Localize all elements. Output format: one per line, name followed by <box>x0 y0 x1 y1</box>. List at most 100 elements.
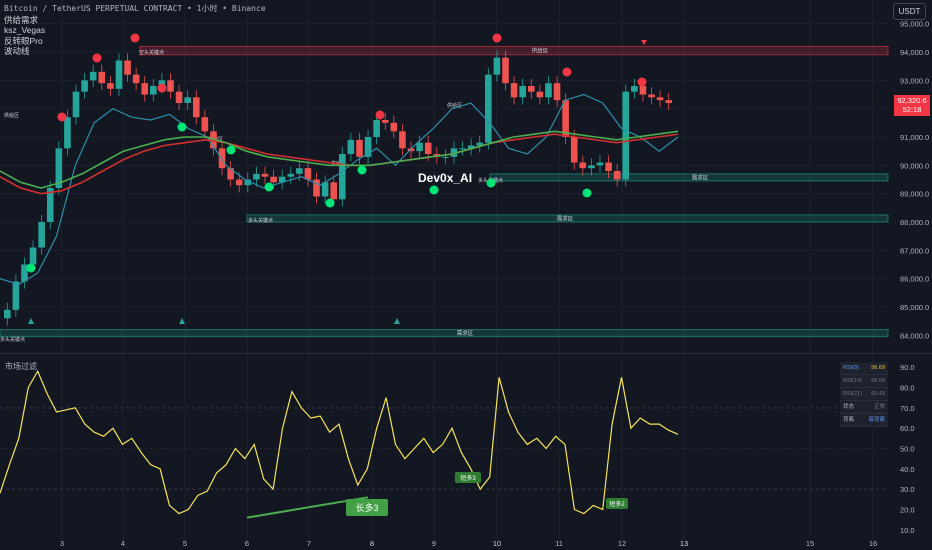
price-tick-label: 93,000.0 <box>900 76 929 85</box>
price-tick-label: 86,000.0 <box>900 275 929 284</box>
candle-body <box>192 97 200 118</box>
indicator-volatility-line[interactable]: 波动线 <box>4 46 30 56</box>
rsi-table-row: RSI(9) 56.69 <box>840 362 888 375</box>
sell-signal-dot <box>637 77 647 87</box>
rsi-table-value: 60.43 <box>871 391 885 397</box>
time-tick-label: 16 <box>869 539 877 548</box>
rsi-table-row: 背离 底背离 <box>840 414 888 427</box>
candle-body <box>12 281 20 310</box>
candle-body <box>46 188 54 222</box>
price-tick-label: 84,000.0 <box>900 331 929 340</box>
up-triangle <box>394 318 400 324</box>
candle-body <box>107 83 114 89</box>
candle-body <box>167 80 174 92</box>
buy-signal-dot <box>582 188 592 198</box>
zone-tag: 供给区 <box>447 102 462 109</box>
candle-body <box>81 80 88 92</box>
price-tick-label: 88,000.0 <box>900 218 929 227</box>
candle-body <box>55 148 63 188</box>
candle-body <box>38 222 45 248</box>
zone-tag: 空头关键点 <box>139 49 164 56</box>
rsi-line <box>0 369 679 515</box>
buy-signal-dot <box>26 263 36 273</box>
axis-bg <box>888 0 932 550</box>
candle-body <box>373 120 380 137</box>
down-triangle <box>641 40 647 45</box>
rsi-table-row: 状态 正常 <box>840 401 888 414</box>
symbol-title[interactable]: Bitcoin / TetherUS PERPETUAL CONTRACT • … <box>4 4 266 13</box>
currency-button[interactable]: USDT <box>893 3 926 20</box>
indicator-reversal-eye[interactable]: 反转眼Pro <box>4 36 43 46</box>
rsi-table-key: 状态 <box>843 404 855 410</box>
short-label: 短多3 <box>460 474 476 482</box>
rsi-table-value: 56.69 <box>871 365 885 371</box>
candle-body <box>218 148 226 169</box>
rsi-table-key: RSI(9) <box>843 365 859 371</box>
candle-body <box>287 173 295 177</box>
indicator-ksz-vegas[interactable]: ksz_Vegas <box>4 25 46 35</box>
candle-body <box>270 176 277 183</box>
rsi-tick-label: 60.0 <box>900 424 915 433</box>
time-tick-label: 12 <box>618 539 626 548</box>
candle-body <box>631 86 638 92</box>
candle-body <box>124 60 131 75</box>
candle-body <box>244 179 252 186</box>
candle-body <box>656 97 664 101</box>
zone-tag: 多头关键点 <box>248 217 273 224</box>
price-tick-label: 90,000.0 <box>900 161 929 170</box>
time-tick-label: 10 <box>493 539 501 548</box>
candle-body <box>115 60 123 89</box>
candle-body <box>579 162 587 169</box>
candle-body <box>235 179 243 186</box>
sell-signal-dot <box>157 83 167 93</box>
rsi-tick-label: 50.0 <box>900 445 915 454</box>
candle-body <box>450 148 458 157</box>
long-label-box <box>346 499 388 516</box>
candle-body <box>150 86 157 95</box>
chart-header: Bitcoin / TetherUS PERPETUAL CONTRACT • … <box>4 3 266 14</box>
candle-body <box>596 162 604 166</box>
candle-body <box>227 168 234 180</box>
price-tick-label: 89,000.0 <box>900 190 929 199</box>
candle-body <box>467 145 475 149</box>
market-filter-title[interactable]: 市场过滤 <box>5 362 37 371</box>
pane-divider[interactable] <box>0 353 932 354</box>
short-label-box <box>455 472 481 483</box>
candle-body <box>665 100 672 103</box>
long-label: 长多3 <box>355 502 378 513</box>
candle-body <box>175 91 183 103</box>
zone-box <box>489 173 889 182</box>
candle-body <box>493 57 501 75</box>
candle-body <box>424 142 432 154</box>
zone-label: 需求区 <box>692 173 709 181</box>
candle-body <box>562 100 569 137</box>
candle-body <box>132 74 140 84</box>
time-tick-label: 6 <box>245 539 249 548</box>
buy-signal-dot <box>177 122 187 132</box>
candle-body <box>502 57 509 84</box>
rsi-tick-label: 80.0 <box>900 384 915 393</box>
zone-label: 供给区 <box>532 47 549 55</box>
current-price-value: 92,320.6 <box>897 96 927 105</box>
candle-body <box>476 142 484 146</box>
zone-box <box>246 214 889 223</box>
candle-body <box>459 148 466 150</box>
up-triangle <box>28 318 34 324</box>
time-tick-label: 8 <box>370 539 374 548</box>
zone-box <box>139 45 889 56</box>
price-tick-label: 95,000.0 <box>900 20 929 29</box>
candle-body <box>390 122 398 132</box>
sell-signal-dot <box>562 67 572 77</box>
zone-label: 需求区 <box>457 329 474 337</box>
time-tick-label: 7 <box>307 539 311 548</box>
sell-signal-dot <box>375 110 385 120</box>
candle-body <box>64 117 71 149</box>
candle-body <box>622 91 630 180</box>
candle-body <box>570 137 578 163</box>
candle-body <box>304 168 312 180</box>
candle-body <box>519 86 526 98</box>
indicator-supply-demand[interactable]: 供给需求 <box>4 15 39 25</box>
candle-body <box>313 179 320 197</box>
candle-body <box>399 131 406 149</box>
